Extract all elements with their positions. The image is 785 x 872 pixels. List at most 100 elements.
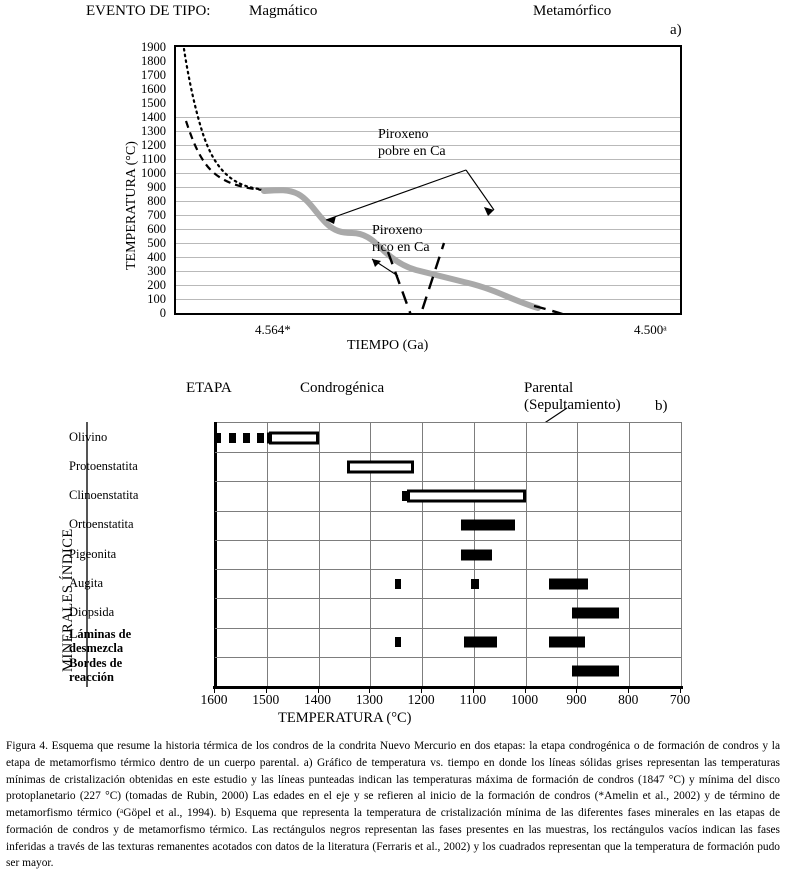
panel-a-temperature-time: EVENTO DE TIPO: Magmático Metamórfico a)… (0, 0, 785, 372)
mineral-row-label: Augita (69, 575, 104, 590)
panel-b-tag: b) (655, 398, 668, 414)
gridline (176, 131, 680, 132)
y-tick-label: 1500 (141, 95, 166, 110)
mineral-row-label: Pigeonita (69, 546, 117, 561)
y-tick-label: 1700 (141, 67, 166, 82)
panel-b-chart-grid (213, 422, 683, 689)
x-tick-label: 1600 (200, 692, 228, 707)
gridline (176, 299, 680, 300)
mineral-row-label-line2: reacción (69, 670, 114, 685)
gridline (176, 215, 680, 216)
y-tick-label: 400 (147, 249, 166, 264)
mineral-bar-present (460, 519, 516, 531)
gridline (176, 173, 680, 174)
panel-b-x-axis-title: TEMPERATURA (°C) (278, 710, 412, 726)
mineral-row-label: Olivino (69, 429, 108, 444)
mineral-bar-present (548, 578, 588, 590)
y-tick-label: 1000 (141, 165, 166, 180)
y-tick-label: 900 (147, 179, 166, 194)
x-tick-label: 900 (566, 692, 587, 707)
x-tick-mark (680, 687, 681, 693)
y-tick-label: 1100 (141, 151, 166, 166)
panel-a-y-tick-labels: 1900 1800 1700 1600 1500 1400 1300 1200 1100 1000… (128, 41, 170, 319)
mineral-row-label-line1: Láminas de (69, 627, 132, 642)
mineral-square-marker (402, 491, 409, 502)
grid-hline (215, 598, 681, 600)
figure-caption: Figura 4. Esquema que resume la historia… (6, 740, 780, 870)
panel-a-x-tick-left: 4.564* (255, 322, 291, 337)
y-tick-label: 1800 (141, 53, 166, 68)
mineral-row-label: Clinoenstatita (69, 488, 139, 503)
gridline (176, 229, 680, 230)
gridline (176, 243, 680, 244)
grid-vline (629, 423, 631, 686)
stage-parental-line1: Parental (524, 380, 574, 396)
mineral-square-marker (395, 637, 402, 648)
gridline (176, 145, 680, 146)
y-tick-label: 1600 (141, 81, 166, 96)
panel-a-curves (182, 47, 564, 313)
mineral-square-marker (243, 432, 250, 443)
y-tick-label: 1400 (141, 109, 166, 124)
x-tick-mark (369, 687, 371, 693)
y-tick-label: 0 (159, 305, 166, 320)
annotation-high-ca-pyroxene: Piroxeno rico en Ca (372, 223, 430, 256)
grid-hline (215, 510, 681, 512)
x-tick-label: 800 (618, 692, 639, 707)
mineral-row-label: Protoenstatita (69, 458, 138, 473)
x-tick-mark (524, 687, 526, 693)
gridline (176, 285, 680, 286)
y-tick-label: 1300 (141, 123, 166, 138)
grid-hline (215, 656, 681, 658)
event-type-magmatic: Magmático (249, 3, 318, 19)
gridline (176, 159, 680, 160)
mineral-square-marker (257, 432, 264, 443)
x-tick-mark (265, 687, 267, 693)
mineral-bar-inferred (347, 460, 415, 474)
grid-vline (370, 423, 372, 686)
panel-a-plot-area: Piroxeno pobre en Ca Piroxeno rico en Ca (174, 45, 682, 315)
stage-chondrogenic: Condrogénica (300, 380, 385, 396)
panel-a-x-axis-title: TIEMPO (Ga) (347, 338, 429, 353)
annotation-low-ca-line1: Piroxeno (378, 127, 429, 142)
annotation-high-ca-line2: rico en Ca (372, 239, 430, 255)
panel-a-x-tick-right: 4.500ᵃ (634, 322, 667, 337)
mineral-square-marker (229, 432, 236, 443)
gridline (176, 257, 680, 258)
x-tick-mark (576, 687, 578, 693)
gridline (176, 117, 680, 118)
x-tick-label: 700 (669, 692, 691, 707)
mineral-bar-inferred (269, 431, 319, 445)
panel-b-mineral-temperatures: ETAPA Condrogénica Parental (Sepultamien… (0, 372, 785, 732)
event-type-metamorphic: Metamórfico (533, 3, 612, 19)
mineral-bar-present (460, 549, 492, 560)
mineral-bar-present (463, 636, 498, 648)
x-tick-mark (421, 687, 423, 693)
grid-hline (215, 452, 681, 454)
x-tick-mark (317, 687, 319, 693)
grid-hline (215, 569, 681, 571)
mineral-square-marker (395, 578, 402, 589)
y-tick-label: 1200 (141, 137, 166, 152)
panel-b-left-axis (214, 422, 217, 687)
gridline (176, 201, 680, 202)
grid-hline (215, 627, 681, 629)
stage-parental: Parental (Sepultamiento) (524, 380, 621, 415)
panel-b-bottom-axis (213, 686, 683, 689)
mineral-square-marker (471, 578, 480, 589)
y-tick-label: 500 (147, 235, 166, 250)
grid-vline (318, 423, 320, 686)
mineral-row-label: Ortoenstatita (69, 517, 134, 532)
y-tick-label: 700 (147, 207, 166, 222)
event-type-label: EVENTO DE TIPO: (86, 3, 211, 19)
grid-vline (422, 423, 424, 686)
y-tick-label: 800 (147, 193, 166, 208)
y-tick-label: 1900 (141, 39, 166, 54)
grid-vline (577, 423, 579, 686)
x-tick-mark (472, 687, 474, 693)
mineral-bar-present (572, 607, 619, 619)
mineral-bar-present (548, 636, 586, 648)
y-tick-label: 100 (147, 291, 166, 306)
y-tick-label: 300 (147, 263, 166, 278)
